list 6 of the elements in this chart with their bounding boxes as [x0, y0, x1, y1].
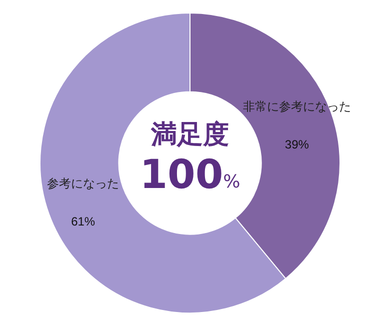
text: 100%	[140, 152, 240, 198]
text: 満足度	[150, 120, 229, 150]
data-label: 39%	[284, 138, 310, 152]
data-label: 61%	[71, 214, 96, 228]
slice-label: 非常に参考になった	[242, 100, 351, 114]
slice-label: 参考になった	[47, 176, 120, 190]
